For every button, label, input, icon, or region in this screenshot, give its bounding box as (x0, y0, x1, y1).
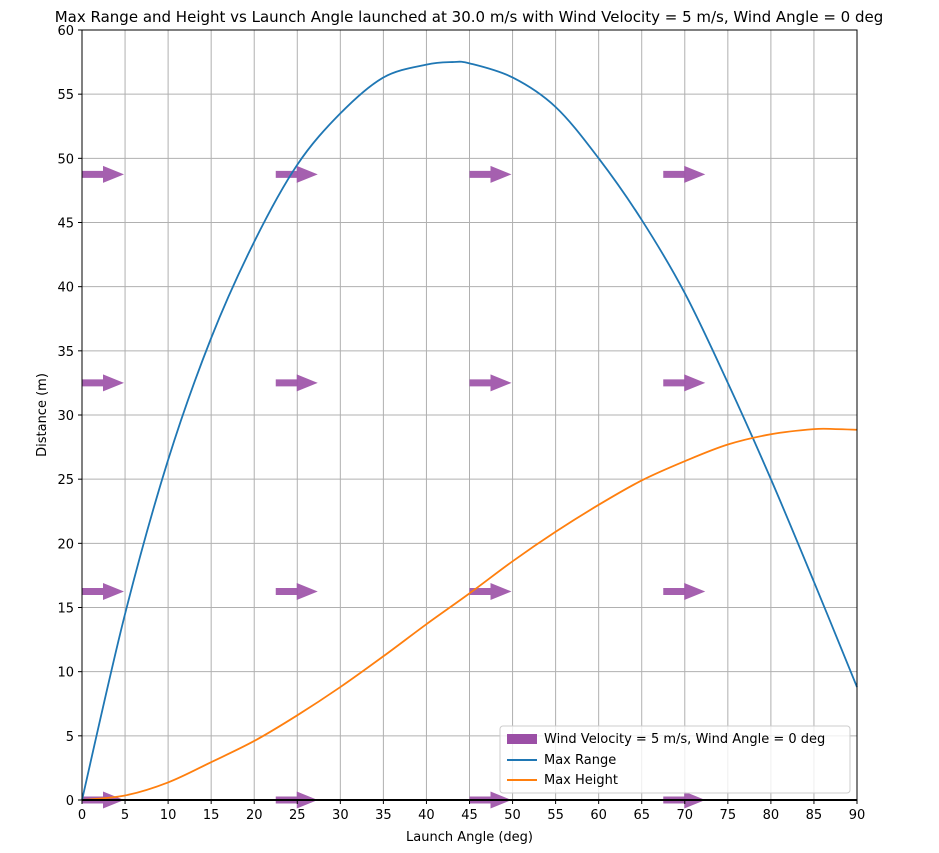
x-tick-label: 70 (677, 808, 694, 823)
y-tick-label: 20 (57, 537, 74, 552)
legend-wind-swatch (507, 734, 537, 744)
legend-box (499, 725, 851, 794)
x-tick-label: 0 (78, 808, 86, 823)
y-tick-label: 40 (57, 281, 74, 296)
x-tick-label: 80 (763, 808, 780, 823)
x-tick-label: 50 (504, 808, 521, 823)
wind-arrow (275, 374, 318, 392)
x-tick-label: 10 (160, 808, 177, 823)
x-tick-label: 55 (547, 808, 564, 823)
wind-arrow (469, 165, 512, 183)
x-tick-label: 30 (332, 808, 349, 823)
legend-max-range-label: Max Range (544, 753, 616, 768)
y-tick-label: 50 (57, 152, 74, 167)
wind-arrow (275, 582, 318, 600)
x-tick-label: 60 (590, 808, 607, 823)
chart-title: Max Range and Height vs Launch Angle lau… (55, 8, 884, 26)
legend-wind-label: Wind Velocity = 5 m/s, Wind Angle = 0 de… (544, 732, 825, 747)
x-tick-label: 20 (246, 808, 263, 823)
wind-arrow (275, 165, 318, 183)
y-tick-label: 45 (57, 217, 74, 232)
x-tick-label: 75 (720, 808, 737, 823)
wind-arrow (82, 165, 124, 183)
y-tick-label: 25 (57, 473, 74, 488)
grid (81, 29, 858, 801)
wind-arrow (469, 582, 512, 600)
y-tick-label: 55 (57, 88, 74, 103)
y-tick-label: 0 (66, 794, 74, 809)
x-tick-label: 65 (633, 808, 650, 823)
x-tick-label: 25 (289, 808, 306, 823)
x-tick-label: 35 (375, 808, 392, 823)
y-tick-label: 15 (57, 602, 74, 617)
x-tick-label: 45 (461, 808, 478, 823)
y-tick-label: 10 (57, 666, 74, 681)
legend-max-height-label: Max Height (544, 773, 618, 788)
y-tick-label: 60 (57, 24, 74, 39)
y-tick-label: 35 (57, 345, 74, 360)
y-axis-ticks: 0 5 10 15 20 25 30 35 40 45 50 55 60 (57, 24, 82, 809)
y-tick-label: 5 (66, 730, 74, 745)
x-axis-ticks: 0 5 10 15 20 25 30 35 40 45 50 55 60 65 70 75 80 85 90 (78, 800, 865, 823)
x-tick-label: 90 (849, 808, 866, 823)
x-tick-label: 15 (203, 808, 220, 823)
wind-arrow (82, 582, 124, 600)
x-axis-label: Launch Angle (deg) (406, 830, 533, 845)
wind-arrow (663, 374, 706, 392)
wind-arrow (663, 165, 706, 183)
series-line-max-range (81, 60, 858, 801)
series-lines (81, 60, 858, 801)
series-line-max-height (81, 427, 858, 801)
x-tick-label: 40 (418, 808, 435, 823)
wind-arrow (469, 374, 512, 392)
y-tick-label: 30 (57, 409, 74, 424)
x-tick-label: 85 (806, 808, 823, 823)
wind-arrow (82, 374, 124, 392)
wind-arrow (663, 582, 706, 600)
x-tick-label: 5 (121, 808, 129, 823)
legend: Wind Velocity = 5 m/s, Wind Angle = 0 de… (499, 725, 851, 794)
wind-arrows (82, 165, 706, 809)
y-axis-label: Distance (m) (35, 373, 50, 457)
